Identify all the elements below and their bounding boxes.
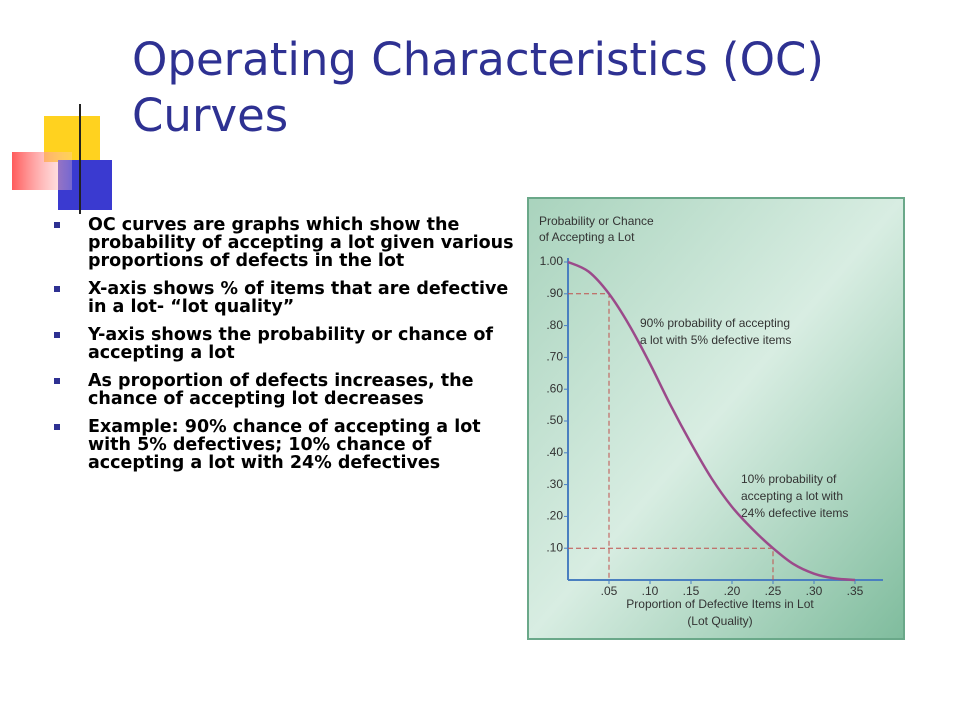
y-axis-label: of Accepting a Lot xyxy=(539,230,635,244)
x-tick-label: .20 xyxy=(724,584,741,598)
y-tick-label: .90 xyxy=(546,286,563,300)
y-tick-label: .80 xyxy=(546,318,563,332)
x-tick-label: .30 xyxy=(806,584,823,598)
bullet: OC curves are graphs which show the prob… xyxy=(48,216,518,270)
x-axis-label: (Lot Quality) xyxy=(687,614,752,628)
bullet: Example: 90% chance of accepting a lot w… xyxy=(48,418,518,472)
x-tick-label: .05 xyxy=(601,584,618,598)
x-tick-label: .35 xyxy=(847,584,864,598)
chart-panel xyxy=(527,197,905,640)
x-tick-label: .15 xyxy=(683,584,700,598)
deco-square xyxy=(12,152,72,190)
bullet: As proportion of defects increases, the … xyxy=(48,372,518,408)
y-tick-label: .70 xyxy=(546,350,563,364)
y-tick-label: .30 xyxy=(546,477,563,491)
annotation: a lot with 5% defective items xyxy=(640,333,791,347)
annotation: 24% defective items xyxy=(741,506,848,520)
slide-title: Operating Characteristics (OC) Curves xyxy=(132,33,824,142)
y-tick-label: 1.00 xyxy=(540,254,564,268)
x-tick-label: .10 xyxy=(642,584,659,598)
bullet: Y-axis shows the probability or chance o… xyxy=(48,326,518,362)
bullet: X-axis shows % of items that are defecti… xyxy=(48,280,518,316)
annotation: 10% probability of xyxy=(741,472,837,486)
y-tick-label: .10 xyxy=(546,540,563,554)
x-tick-label: .25 xyxy=(765,584,782,598)
annotation: accepting a lot with xyxy=(741,489,843,503)
oc-curve xyxy=(567,260,856,582)
y-tick-label: .20 xyxy=(546,509,563,523)
y-tick-label: .60 xyxy=(546,381,563,395)
annotation: 90% probability of accepting xyxy=(640,316,790,330)
bullet-list: OC curves are graphs which show the prob… xyxy=(48,216,518,482)
y-tick-label: .40 xyxy=(546,445,563,459)
x-axis-label: Proportion of Defective Items in Lot xyxy=(626,597,814,611)
y-axis-label: Probability or Chance xyxy=(539,214,654,228)
y-tick-label: .50 xyxy=(546,413,563,427)
